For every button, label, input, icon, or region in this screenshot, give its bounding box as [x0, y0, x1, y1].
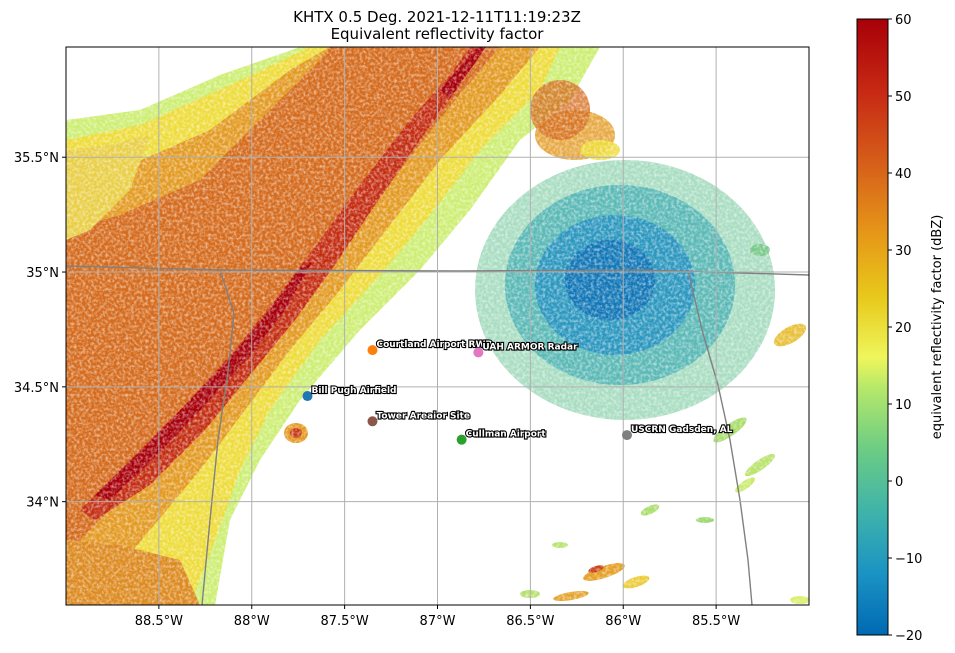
- lon-tick-label-2: 87.5°W: [320, 614, 368, 629]
- map-title-line-1: KHTX 0.5 Deg. 2021-12-11T11:19:23Z: [293, 8, 581, 26]
- border-ms-al: [201, 269, 235, 605]
- colorbar-ticks: 60 50 40 30 20 10 0 −10 −20: [888, 13, 922, 644]
- station-marker-2: [302, 391, 313, 402]
- station-marker-4: [456, 434, 467, 445]
- colorbar-tick-label-1: 50: [895, 90, 912, 105]
- lat-tick-label-1: 34.5°N: [14, 381, 59, 396]
- colorbar-tick-label-8: −20: [895, 629, 922, 644]
- colorbar-tick-label-3: 30: [895, 244, 912, 259]
- colorbar-tick-label-7: −10: [895, 552, 922, 567]
- colorbar: 60 50 40 30 20 10 0 −10 −20 equivalent reflectiv…: [856, 13, 945, 644]
- station-marker-0: [367, 345, 378, 356]
- colorbar-tick-label-5: 10: [895, 398, 912, 413]
- lon-tick-label-0: 88.5°W: [135, 614, 183, 629]
- lon-tick-label-5: 86°W: [605, 614, 641, 629]
- station-label-1: UAH ARMOR Radar: [482, 342, 578, 352]
- lat-tick-label-2: 35°N: [26, 266, 59, 281]
- station-label-5: USCRN Gadsden, AL: [631, 425, 733, 435]
- colorbar-tick-label-4: 20: [895, 321, 912, 336]
- lat-tick-label-3: 35.5°N: [14, 151, 59, 166]
- border-al-ga: [687, 269, 753, 605]
- station-marker-5: [621, 430, 632, 441]
- map-title-line-2: Equivalent reflectivity factor: [331, 25, 545, 43]
- lon-tick-label-1: 88°W: [234, 614, 270, 629]
- station-label-0: Courtland Airport RWP: [376, 340, 492, 350]
- station-label-3: Tower Areaior Site: [376, 411, 470, 421]
- graticule: [66, 47, 809, 605]
- lon-tick-label-6: 85.5°W: [692, 614, 740, 629]
- lon-tick-label-3: 87°W: [420, 614, 456, 629]
- station-label-2: Bill Pugh Airfield: [311, 386, 396, 396]
- latitude-ticks: 34°N 34.5°N 35°N 35.5°N: [14, 151, 66, 511]
- station-marker-3: [367, 416, 378, 427]
- colorbar-tick-label-2: 40: [895, 167, 912, 182]
- colorbar-label: equivalent reflectivity factor (dBZ): [930, 215, 945, 440]
- colorbar-scale: [856, 18, 889, 636]
- colorbar-tick-label-0: 60: [895, 13, 912, 28]
- lon-tick-label-4: 86.5°W: [506, 614, 554, 629]
- colorbar-tick-label-6: 0: [895, 475, 903, 490]
- station-marker-1: [473, 347, 484, 358]
- longitude-ticks: 88.5°W 88°W 87.5°W 87°W 86.5°W 86°W 85.5°W: [135, 605, 740, 629]
- station-label-4: Cullman Airport: [466, 430, 547, 440]
- lat-tick-label-0: 34°N: [26, 496, 59, 511]
